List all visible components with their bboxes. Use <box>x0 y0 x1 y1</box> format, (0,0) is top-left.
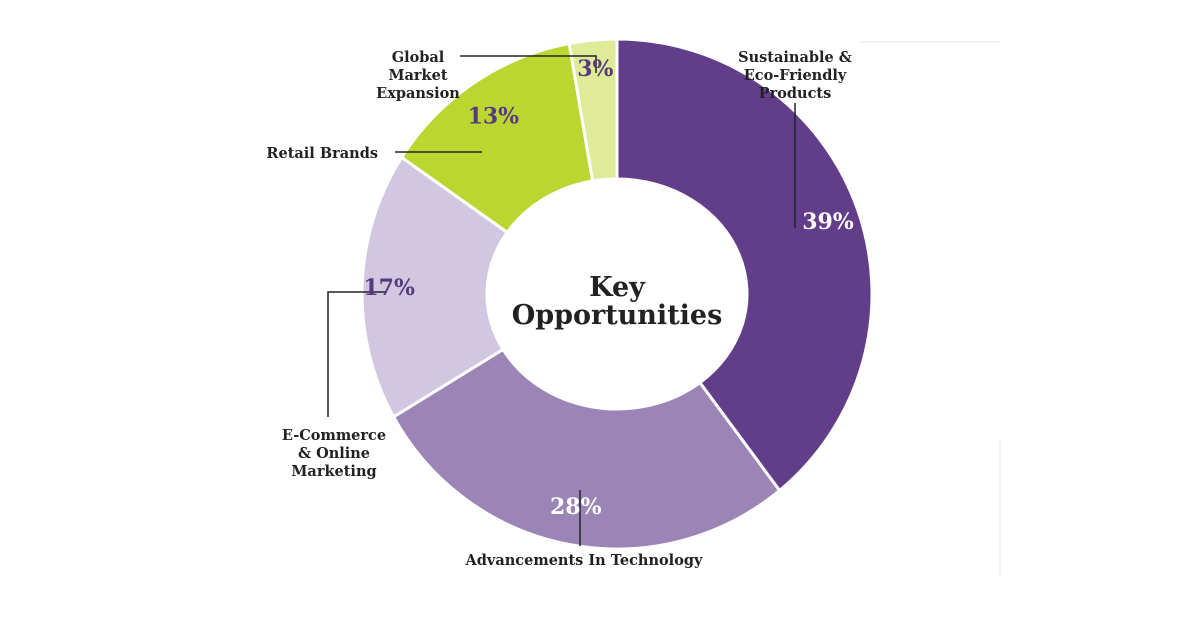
category-label-line: Market <box>388 67 447 84</box>
category-label-line: Eco-Friendly <box>744 67 847 84</box>
category-label-line: Advancements In Technology <box>465 552 703 569</box>
slice-sustainable-eco-friendly-products <box>615 37 874 493</box>
value-labels: 39% 28% 17% 13% 3% <box>363 56 854 520</box>
category-label-line: Retail Brands <box>266 145 378 162</box>
slice-advancements-in-technology <box>391 347 782 551</box>
leader-line-global-market-expansion <box>460 55 597 73</box>
chart-title-line-2: Opportunities <box>512 300 723 331</box>
value-label-retail-brands: 13% <box>468 104 520 130</box>
value-label-advancements-in-technology: 28% <box>550 494 602 520</box>
chart-title-line-1: Key <box>589 272 646 303</box>
slice-global-market-expansion <box>567 37 619 183</box>
category-label-line: Marketing <box>291 463 376 480</box>
category-label-line: Global <box>392 49 445 66</box>
donut-slices <box>360 37 874 551</box>
category-label-line: E-Commerce <box>282 427 386 444</box>
category-label-advancements-in-technology: Advancements In Technology <box>465 552 703 569</box>
category-label-retail-brands: Retail Brands <box>266 145 378 162</box>
category-label-line: & Online <box>298 445 370 462</box>
value-label-global-market-expansion: 3% <box>577 56 613 82</box>
category-label-line: Expansion <box>376 85 460 102</box>
category-label-line: Products <box>759 85 832 102</box>
category-label-line: Sustainable & <box>738 49 852 66</box>
slice-e-commerce-online-marketing <box>360 155 510 419</box>
leader-line-e-commerce-online-marketing <box>327 291 386 417</box>
chart-title: Key Opportunities <box>512 272 723 331</box>
value-label-sustainable-eco-friendly-products: 39% <box>802 209 854 235</box>
leader-lines <box>327 55 796 546</box>
value-label-e-commerce-online-marketing: 17% <box>363 275 415 301</box>
